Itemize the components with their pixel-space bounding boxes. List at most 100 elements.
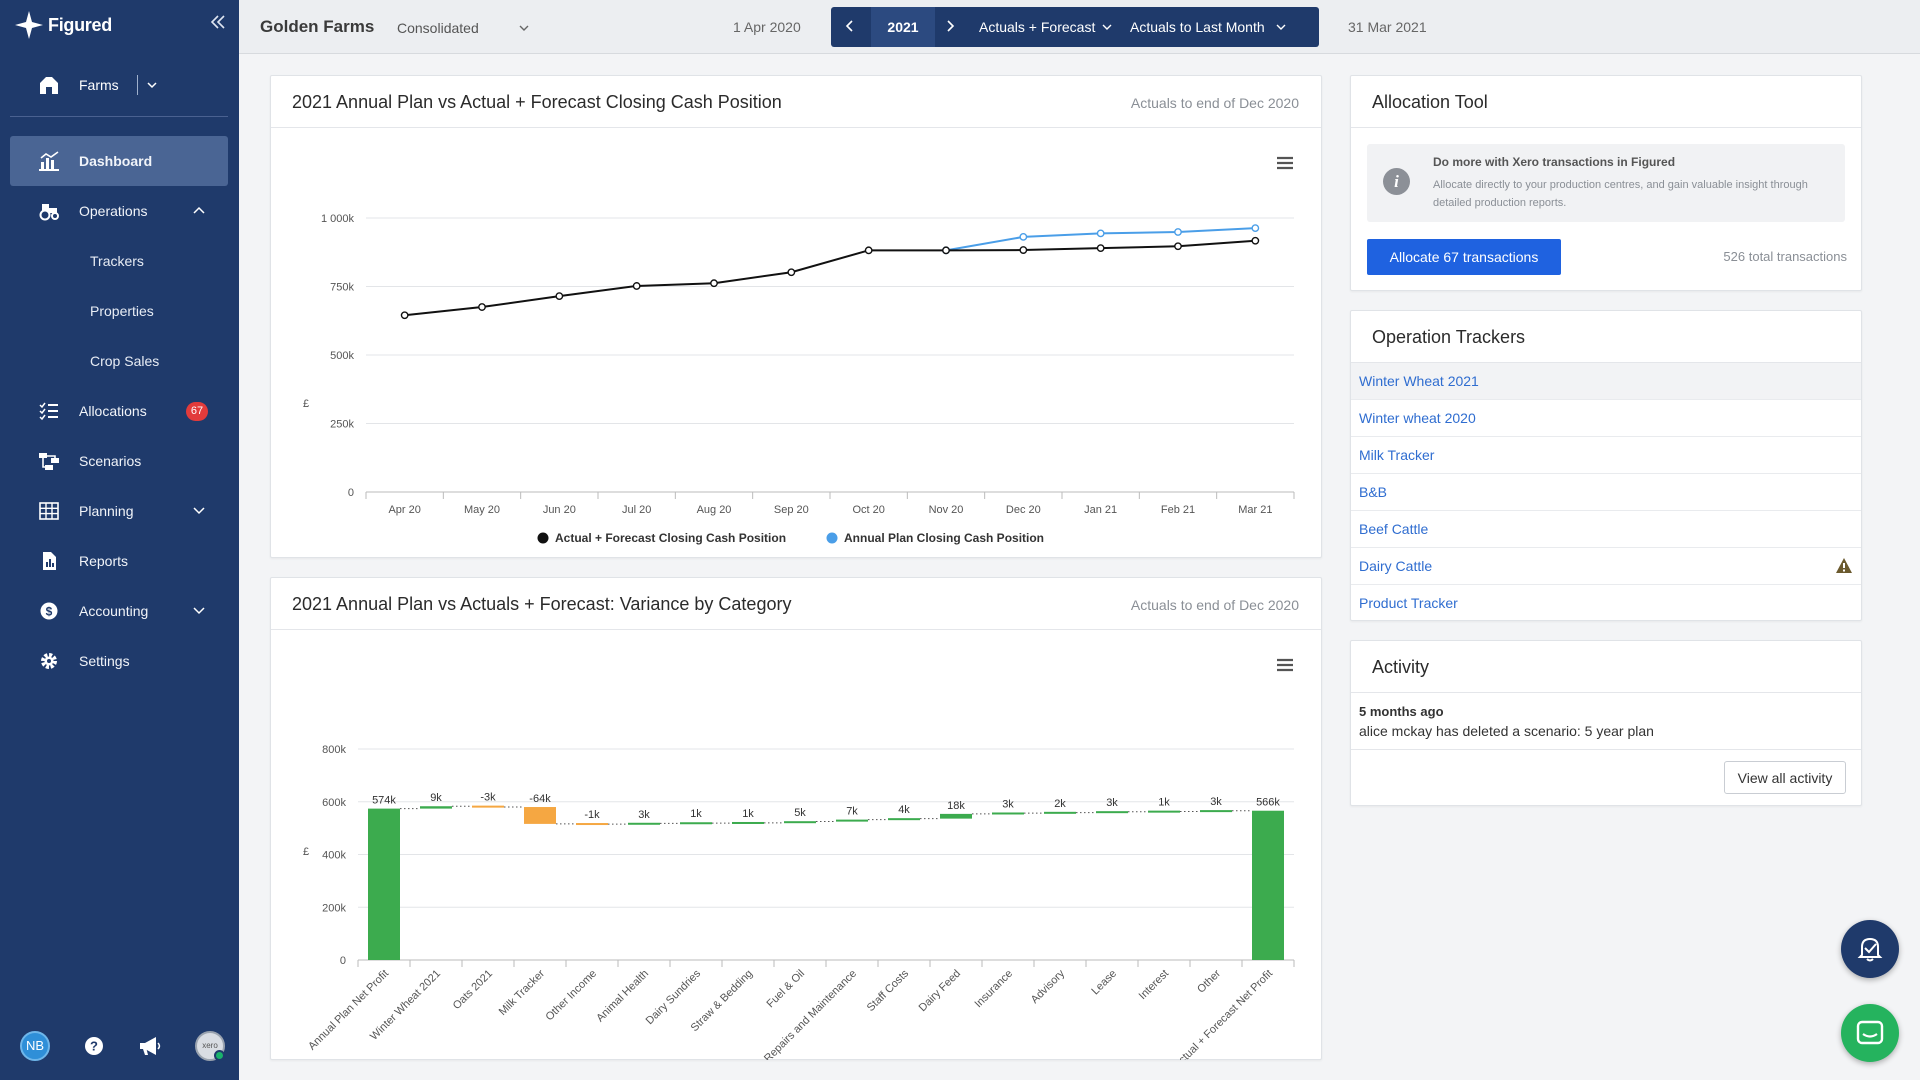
allocations-count-badge: 67 — [186, 402, 208, 421]
tracker-link[interactable]: Milk Tracker — [1351, 437, 1861, 474]
chevron-down-icon[interactable] — [192, 603, 206, 617]
data-point[interactable] — [478, 303, 486, 311]
chevron-down-icon[interactable] — [518, 22, 530, 34]
view-all-activity-button[interactable]: View all activity — [1724, 761, 1846, 794]
chat-fab[interactable] — [1841, 1004, 1899, 1062]
chevron-down-icon[interactable] — [1101, 21, 1113, 33]
data-label: 3k — [1002, 798, 1014, 810]
sidebar-item-accounting[interactable]: $ Accounting — [10, 586, 228, 636]
waterfall-bar[interactable] — [992, 812, 1024, 815]
allocate-transactions-button[interactable]: Allocate 67 transactions — [1367, 239, 1561, 275]
user-avatar[interactable]: NB — [20, 1031, 50, 1061]
help-icon[interactable]: ? — [83, 1035, 105, 1057]
y-tick-label: 500k — [330, 350, 354, 362]
legend-label[interactable]: Actual + Forecast Closing Cash Position — [555, 531, 786, 545]
waterfall-bar[interactable] — [1096, 811, 1128, 814]
waterfall-bar[interactable] — [888, 818, 920, 821]
chart-menu-icon[interactable] — [1276, 156, 1294, 170]
legend-label[interactable]: Annual Plan Closing Cash Position — [844, 531, 1044, 545]
sidebar-subitem-properties[interactable]: Properties — [90, 303, 154, 319]
sidebar-item-settings[interactable]: Settings — [10, 636, 228, 686]
waterfall-bar[interactable] — [524, 807, 556, 824]
chevron-down-icon[interactable] — [1275, 21, 1287, 33]
chart-menu-icon[interactable] — [1276, 658, 1294, 672]
data-point[interactable] — [942, 246, 950, 255]
waterfall-bar[interactable] — [836, 819, 868, 822]
farm-barn-icon — [40, 77, 58, 94]
sidebar-item-operations[interactable]: Operations — [10, 186, 228, 236]
data-point[interactable] — [632, 282, 641, 290]
tracker-link[interactable]: B&B — [1351, 474, 1861, 511]
data-point[interactable] — [710, 279, 718, 288]
tracker-row-dairy-cattle[interactable]: Dairy Cattle — [1351, 548, 1861, 585]
waterfall-bar[interactable] — [732, 821, 764, 824]
tracker-link[interactable]: Beef Cattle — [1351, 511, 1861, 548]
data-point[interactable] — [1019, 246, 1028, 254]
variance-card: 2021 Annual Plan vs Actuals + Forecast: … — [270, 577, 1322, 1060]
sidebar-item-reports[interactable]: Reports — [10, 536, 228, 586]
data-point[interactable] — [1019, 233, 1028, 241]
y-tick-label: 400k — [322, 850, 346, 862]
collapse-sidebar-button[interactable] — [207, 14, 229, 36]
waterfall-bar[interactable] — [784, 821, 816, 824]
megaphone-icon[interactable] — [138, 1035, 162, 1057]
chevron-up-icon[interactable] — [192, 203, 206, 217]
sidebar-item-label: Scenarios — [79, 453, 142, 469]
data-point[interactable] — [864, 246, 873, 255]
chevron-down-icon[interactable] — [146, 79, 158, 91]
waterfall-bar[interactable] — [576, 823, 608, 826]
waterfall-bar[interactable] — [628, 822, 660, 825]
data-point[interactable] — [400, 311, 409, 320]
sidebar-subitem-crop-sales[interactable]: Crop Sales — [90, 353, 160, 369]
year-selector[interactable]: 2021 — [871, 7, 935, 47]
data-point[interactable] — [1251, 224, 1260, 233]
data-point[interactable] — [555, 292, 564, 300]
waterfall-bar[interactable] — [680, 822, 712, 825]
x-tick-label: Insurance — [972, 968, 1015, 1011]
tracker-link[interactable]: Dairy Cattle — [1359, 558, 1433, 574]
notifications-fab[interactable] — [1841, 920, 1899, 978]
waterfall-bar[interactable] — [940, 813, 972, 819]
sidebar-item-label: Settings — [79, 653, 130, 669]
tracker-link[interactable]: Product Tracker — [1359, 595, 1458, 611]
sidebar-divider — [10, 116, 228, 117]
data-point[interactable] — [1096, 244, 1105, 253]
tracker-link[interactable]: Winter Wheat 2021 — [1351, 363, 1861, 400]
chevron-down-icon[interactable] — [192, 503, 206, 517]
sidebar-item-scenarios[interactable]: Scenarios — [10, 436, 228, 486]
sidebar-subitem-trackers[interactable]: Trackers — [90, 253, 144, 269]
sidebar-item-dashboard[interactable]: Dashboard — [10, 136, 228, 186]
figured-logo[interactable]: Figured — [14, 10, 112, 40]
tracker-list: Winter Wheat 2021 Winter wheat 2020 Milk… — [1351, 363, 1861, 622]
waterfall-bar[interactable] — [368, 808, 400, 960]
x-tick-label: Dec 20 — [1006, 504, 1041, 516]
sidebar-item-allocations[interactable]: Allocations 67 — [10, 386, 228, 436]
waterfall-bar[interactable] — [1252, 810, 1284, 960]
waterfall-bar[interactable] — [1044, 811, 1076, 814]
farm-name: Golden Farms — [260, 17, 375, 36]
farms-selector[interactable]: Farms — [38, 72, 158, 98]
sidebar-item-planning[interactable]: Planning — [10, 486, 228, 536]
scenarios-icon — [38, 451, 60, 471]
data-point[interactable] — [1096, 229, 1105, 238]
x-tick-label: Advisory — [1029, 967, 1068, 1006]
previous-year-button[interactable] — [839, 16, 861, 38]
view-selector[interactable]: Consolidated — [397, 20, 479, 36]
data-point[interactable] — [1174, 228, 1182, 236]
range-selector[interactable]: Actuals to Last Month — [1130, 19, 1265, 35]
waterfall-bar[interactable] — [472, 805, 504, 808]
x-tick-label: May 20 — [464, 504, 500, 516]
svg-text:$: $ — [46, 605, 53, 619]
waterfall-bar[interactable] — [1148, 810, 1180, 813]
activity-card: Activity 5 months ago alice mckay has de… — [1350, 640, 1862, 806]
waterfall-bar[interactable] — [420, 806, 452, 809]
data-point[interactable] — [1174, 242, 1182, 251]
next-year-button[interactable] — [939, 16, 961, 38]
waterfall-bar[interactable] — [1200, 810, 1232, 813]
xero-connection-avatar[interactable]: xero — [195, 1031, 225, 1061]
y-tick-label: 0 — [340, 955, 346, 967]
tracker-link[interactable]: Winter wheat 2020 — [1351, 400, 1861, 437]
data-point[interactable] — [787, 268, 796, 277]
mode-selector[interactable]: Actuals + Forecast — [979, 19, 1096, 35]
data-point[interactable] — [1251, 236, 1260, 245]
